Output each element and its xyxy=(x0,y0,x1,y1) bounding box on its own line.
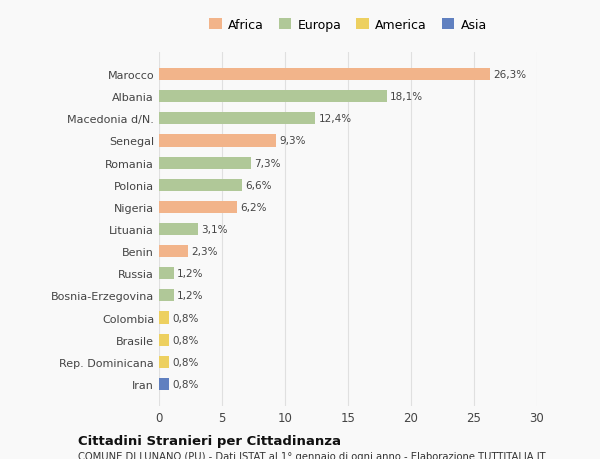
Text: COMUNE DI LUNANO (PU) - Dati ISTAT al 1° gennaio di ogni anno - Elaborazione TUT: COMUNE DI LUNANO (PU) - Dati ISTAT al 1°… xyxy=(78,451,545,459)
Bar xyxy=(159,179,242,191)
Bar xyxy=(159,224,198,235)
Bar xyxy=(159,202,237,213)
Text: 0,8%: 0,8% xyxy=(172,357,199,367)
Text: 0,8%: 0,8% xyxy=(172,335,199,345)
Text: 0,8%: 0,8% xyxy=(172,379,199,389)
Bar xyxy=(159,268,174,280)
Bar xyxy=(159,334,169,346)
Text: 0,8%: 0,8% xyxy=(172,313,199,323)
Text: 9,3%: 9,3% xyxy=(280,136,306,146)
Text: 18,1%: 18,1% xyxy=(390,92,424,102)
Text: 2,3%: 2,3% xyxy=(191,246,218,257)
Bar xyxy=(159,378,169,390)
Text: 26,3%: 26,3% xyxy=(494,70,527,80)
Bar xyxy=(159,356,169,368)
Legend: Africa, Europa, America, Asia: Africa, Europa, America, Asia xyxy=(206,17,490,34)
Bar xyxy=(159,246,188,257)
Text: 1,2%: 1,2% xyxy=(177,291,204,301)
Text: 6,6%: 6,6% xyxy=(245,180,272,190)
Text: 7,3%: 7,3% xyxy=(254,158,281,168)
Text: Cittadini Stranieri per Cittadinanza: Cittadini Stranieri per Cittadinanza xyxy=(78,434,341,447)
Bar xyxy=(159,312,169,324)
Bar xyxy=(159,290,174,302)
Text: 3,1%: 3,1% xyxy=(201,224,228,235)
Bar xyxy=(159,135,276,147)
Bar xyxy=(159,157,251,169)
Text: 1,2%: 1,2% xyxy=(177,269,204,279)
Text: 12,4%: 12,4% xyxy=(319,114,352,124)
Bar xyxy=(159,91,387,103)
Bar xyxy=(159,69,490,81)
Bar xyxy=(159,113,315,125)
Text: 6,2%: 6,2% xyxy=(240,202,267,213)
